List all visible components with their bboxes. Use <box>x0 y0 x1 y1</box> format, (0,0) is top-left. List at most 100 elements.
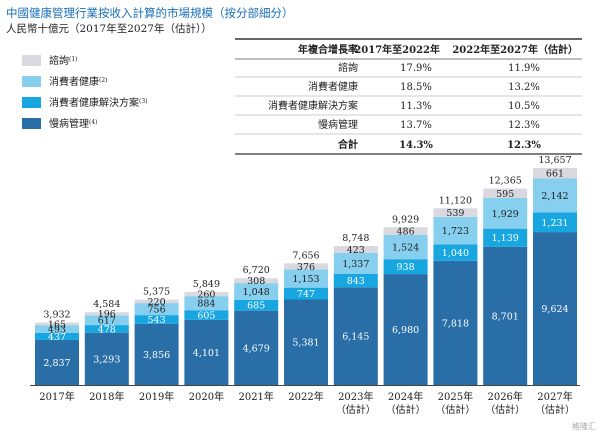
data-label: 3,293 <box>93 354 120 365</box>
data-label: 4,101 <box>193 348 220 359</box>
data-label: 4,679 <box>243 343 270 354</box>
total-label: 3,932 <box>43 310 70 321</box>
legend-swatch <box>22 118 41 129</box>
bar-segment <box>284 299 328 385</box>
bar-segment <box>333 273 378 288</box>
bar-segment <box>84 325 129 333</box>
legend-label: 慢病管理(4) <box>49 117 98 130</box>
total-label: 4,584 <box>93 299 120 310</box>
data-label: 1,524 <box>392 243 419 254</box>
x-tick-label: 2017年 <box>39 390 74 403</box>
bar-segment <box>134 315 179 324</box>
bar-segment <box>533 212 577 233</box>
bar-segment <box>533 232 577 385</box>
data-label: 539 <box>446 208 464 219</box>
data-label: 884 <box>197 299 215 310</box>
x-tick-label: （估計） <box>386 403 426 416</box>
data-label: 165 <box>48 319 66 330</box>
bar-segment <box>333 252 378 274</box>
x-tick-label: （估計） <box>485 403 525 416</box>
data-label: 5,381 <box>292 338 319 349</box>
bar-segment <box>184 319 229 385</box>
data-label: 605 <box>197 311 215 322</box>
data-label: 938 <box>397 262 415 273</box>
table-row-label: 慢病管理 <box>318 118 358 131</box>
data-label: 756 <box>148 305 166 316</box>
x-tick-label: 2026年 <box>487 390 522 403</box>
data-label: 308 <box>247 276 265 287</box>
data-label: 1,337 <box>342 259 369 270</box>
total-label: 7,656 <box>292 250 319 261</box>
bar-segment <box>134 303 179 316</box>
data-label: 1,153 <box>292 274 319 285</box>
chart-title: 中國健康管理行業按收入計算的市場規模（按分部細分） <box>6 6 294 20</box>
bar-segment <box>234 310 279 385</box>
table-header: 年複合增長率 <box>298 43 358 56</box>
table-header: 2017年至2022年 <box>354 43 440 56</box>
x-tick-label: 2021年 <box>238 390 273 403</box>
total-label: 8,748 <box>342 233 369 244</box>
x-tick-label: （估計） <box>535 403 575 416</box>
total-label: 9,929 <box>392 214 419 225</box>
bar-segment <box>35 322 79 326</box>
x-tick-label: 2023年 <box>338 390 373 403</box>
bar-segment <box>134 323 179 385</box>
data-label: 6,145 <box>342 332 369 343</box>
bar-segment <box>383 274 428 385</box>
data-label: 8,701 <box>492 311 519 322</box>
table-cell: 10.5% <box>508 101 540 112</box>
bar-segment <box>533 167 577 179</box>
data-label: 3,856 <box>143 350 170 361</box>
data-label: 376 <box>297 262 315 273</box>
data-label: 478 <box>98 324 116 335</box>
bar-segment <box>433 260 478 385</box>
total-label: 5,849 <box>193 279 220 290</box>
data-label: 486 <box>397 227 415 238</box>
bar-segment <box>234 283 279 300</box>
bar-segment <box>234 278 279 284</box>
legend-swatch <box>22 97 41 108</box>
data-label: 843 <box>347 276 365 287</box>
table-cell: 11.9% <box>508 63 540 74</box>
x-tick-label: 2019年 <box>139 390 174 403</box>
data-label: 437 <box>48 332 66 343</box>
data-label: 9,624 <box>541 304 568 315</box>
table-row-label: 諮詢 <box>338 61 358 74</box>
bar-segment <box>284 269 328 288</box>
x-tick-label: 2025年 <box>438 390 473 403</box>
table-cell: 13.2% <box>508 82 540 93</box>
data-label: 747 <box>297 289 315 300</box>
data-label: 595 <box>496 189 514 200</box>
bar-segment <box>383 234 428 260</box>
table-cell: 11.3% <box>400 101 432 112</box>
data-label: 196 <box>98 309 116 320</box>
data-label: 423 <box>347 245 365 256</box>
table-row-label: 消費者健康 <box>308 80 358 93</box>
legend-label: 消費者健康解決方案(3) <box>49 96 148 109</box>
bar-segment <box>184 310 229 320</box>
legend-swatch <box>22 55 41 66</box>
data-label: 617 <box>98 316 116 327</box>
bar-segment <box>84 315 129 326</box>
data-label: 1,929 <box>492 209 519 220</box>
legend-label: 消費者健康(2) <box>49 75 108 88</box>
bar-segment <box>483 246 528 385</box>
data-label: 7,818 <box>442 318 469 329</box>
data-label: 1,139 <box>492 233 519 244</box>
bar-segment <box>533 178 577 213</box>
bar-segment <box>383 227 428 235</box>
bar-segment <box>35 332 79 340</box>
total-label: 11,120 <box>439 195 472 206</box>
watermark-logo: 格隆汇 <box>572 422 596 431</box>
total-label: 5,375 <box>143 287 170 298</box>
total-label: 13,657 <box>538 155 571 166</box>
bar-segment <box>433 208 478 217</box>
bar-segment <box>284 287 328 300</box>
data-label: 1,723 <box>442 226 469 237</box>
chart-subtitle: 人民幣十億元（2017年至2027年（估計）） <box>6 23 212 35</box>
data-label: 1,231 <box>541 218 568 229</box>
bar-segment <box>483 228 528 247</box>
bar-segment <box>433 244 478 261</box>
legend-swatch <box>22 76 41 87</box>
bar-segment <box>333 246 378 253</box>
